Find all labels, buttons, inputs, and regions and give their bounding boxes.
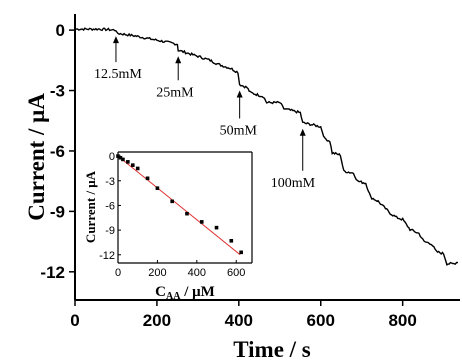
inset-data-point bbox=[199, 220, 204, 224]
annotation-arrowhead bbox=[236, 90, 243, 98]
inset-data-point bbox=[185, 211, 189, 216]
inset-data-point bbox=[130, 163, 135, 167]
main-x-ticks: 0 200 400 600 800 bbox=[70, 300, 417, 330]
inset-y-ticks: 0 -3 -6 -9 -12 bbox=[99, 151, 121, 262]
inset-x-title-sub: AA bbox=[166, 291, 181, 302]
inset-data-point bbox=[121, 157, 125, 162]
inset-data-point bbox=[118, 155, 123, 160]
inset-background bbox=[118, 152, 252, 263]
inset-x-tick-label: 400 bbox=[188, 267, 206, 279]
annotation-label: 50mM bbox=[220, 123, 258, 138]
inset-data-point bbox=[229, 239, 234, 243]
inset-y-tick-label: -3 bbox=[105, 176, 115, 188]
inset-data-point bbox=[214, 225, 219, 230]
main-x-tick-label: 0 bbox=[70, 311, 79, 330]
main-series-line bbox=[75, 27, 459, 266]
main-x-tick-label: 400 bbox=[225, 311, 253, 330]
inset-x-tick-label: 0 bbox=[115, 267, 121, 279]
inset-data-point bbox=[116, 154, 120, 158]
annotation-arrowhead bbox=[175, 56, 182, 64]
main-y-tick-label: 0 bbox=[56, 21, 65, 40]
annotation-label: 100mM bbox=[271, 176, 316, 191]
annotation-arrowhead bbox=[299, 128, 306, 136]
main-y-tick-label: -6 bbox=[50, 142, 65, 161]
main-y-ticks: 0 -3 -6 -9 -12 bbox=[40, 21, 75, 282]
main-x-tick-label: 800 bbox=[388, 311, 416, 330]
main-annotations: 12.5mM 25mM 50mM 100mM bbox=[94, 36, 316, 191]
main-y-tick-label: -3 bbox=[50, 82, 65, 101]
inset-y-tick-label: -9 bbox=[105, 225, 115, 237]
inset-data-point bbox=[239, 250, 243, 255]
inset-chart: 0 200 400 600 0 -3 -6 -9 -12 Current / μA CAA /… bbox=[83, 151, 253, 302]
main-y-tick-label: -9 bbox=[50, 202, 65, 221]
inset-y-tick-label: 0 bbox=[109, 151, 115, 163]
inset-y-axis-title: Current / μA bbox=[83, 170, 98, 243]
main-x-axis-title: Time / s bbox=[233, 337, 311, 362]
inset-data-point bbox=[135, 166, 140, 171]
main-x-tick-label: 600 bbox=[307, 311, 335, 330]
inset-data-point bbox=[170, 199, 174, 204]
main-x-tick-label: 200 bbox=[143, 311, 171, 330]
inset-x-ticks: 0 200 400 600 bbox=[115, 260, 245, 279]
inset-x-title-unit: / μM bbox=[180, 284, 214, 300]
inset-data-point bbox=[126, 160, 130, 164]
inset-data-point bbox=[145, 176, 150, 181]
inset-fit-line bbox=[117, 155, 241, 256]
inset-y-tick-label: -12 bbox=[99, 250, 115, 262]
inset-x-tick-label: 200 bbox=[148, 267, 166, 279]
inset-y-tick-label: -6 bbox=[105, 200, 115, 212]
inset-x-title-main: C bbox=[155, 284, 166, 300]
inset-x-tick-label: 600 bbox=[227, 267, 245, 279]
annotation-label: 12.5mM bbox=[94, 67, 142, 82]
inset-points bbox=[116, 154, 243, 255]
annotation-label: 25mM bbox=[156, 85, 194, 100]
annotation-arrowhead bbox=[112, 36, 119, 44]
inset-data-point bbox=[155, 186, 160, 190]
main-y-tick-label: -12 bbox=[40, 263, 65, 282]
main-y-axis-title: Current / μA bbox=[24, 93, 49, 221]
inset-x-axis-title: CAA / μM bbox=[155, 284, 215, 302]
